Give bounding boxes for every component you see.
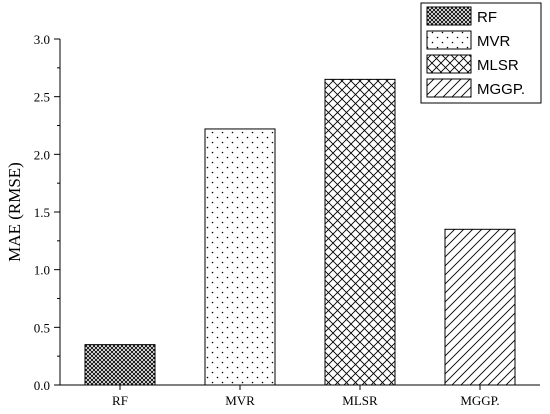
- bar-mlsr: [324, 78, 396, 386]
- legend-swatch: [426, 54, 472, 74]
- y-tick-label: 2.0: [34, 147, 50, 162]
- legend-swatch: [426, 78, 472, 98]
- bar-mvr: [204, 128, 276, 386]
- x-tick-label: MLSR: [342, 393, 378, 408]
- x-tick-label: RF: [112, 393, 128, 408]
- legend-label: RF: [477, 9, 497, 26]
- y-axis-label: MAE (RMSE): [5, 162, 24, 262]
- bar-rf: [84, 344, 156, 386]
- y-tick-label: 2.5: [34, 90, 50, 105]
- x-tick-label: MVR: [225, 393, 255, 408]
- legend-swatch: [426, 30, 472, 50]
- x-tick-label: MGGP.: [460, 393, 499, 408]
- y-tick-label: 0.0: [34, 378, 50, 393]
- y-tick-label: 0.5: [34, 320, 50, 335]
- y-tick-label: 3.0: [34, 32, 50, 47]
- y-tick-label: 1.5: [34, 205, 50, 220]
- legend-swatch: [426, 6, 472, 26]
- legend: RF MVR MLSR MGGP.: [420, 2, 542, 104]
- legend-label: MGGP.: [477, 81, 525, 98]
- bar-mggp: [444, 228, 516, 386]
- y-tick-label: 1.0: [34, 263, 50, 278]
- legend-label: MLSR: [477, 57, 519, 74]
- legend-label: MVR: [477, 33, 511, 50]
